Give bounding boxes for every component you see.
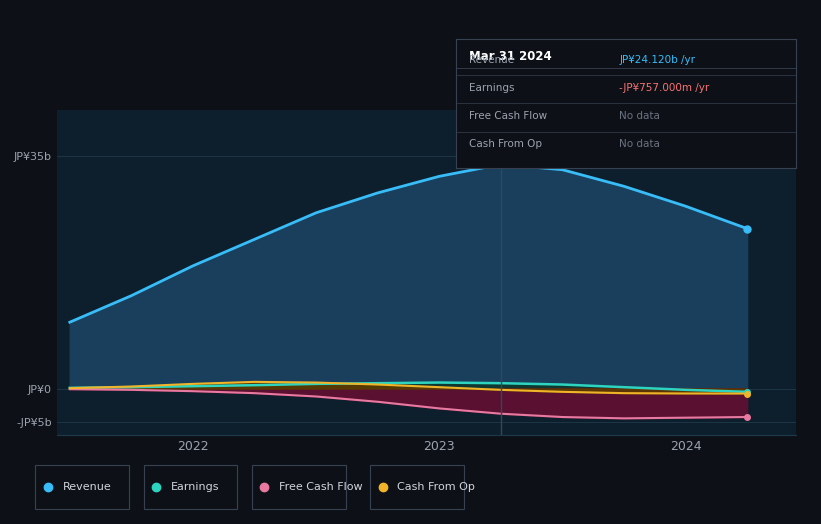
Text: Mar 31 2024: Mar 31 2024	[470, 50, 552, 62]
Text: No data: No data	[619, 111, 660, 121]
Text: Revenue: Revenue	[62, 482, 111, 493]
Text: Cash From Op: Cash From Op	[397, 482, 475, 493]
Text: Earnings: Earnings	[470, 83, 515, 93]
Text: JP¥24.120b /yr: JP¥24.120b /yr	[619, 54, 695, 64]
Text: Revenue: Revenue	[470, 54, 515, 64]
Text: No data: No data	[619, 139, 660, 149]
Text: Free Cash Flow: Free Cash Flow	[470, 111, 548, 121]
Text: Free Cash Flow: Free Cash Flow	[279, 482, 363, 493]
Text: Earnings: Earnings	[171, 482, 219, 493]
Text: Past: Past	[759, 120, 786, 133]
Text: Cash From Op: Cash From Op	[470, 139, 543, 149]
Text: -JP¥757.000m /yr: -JP¥757.000m /yr	[619, 83, 709, 93]
